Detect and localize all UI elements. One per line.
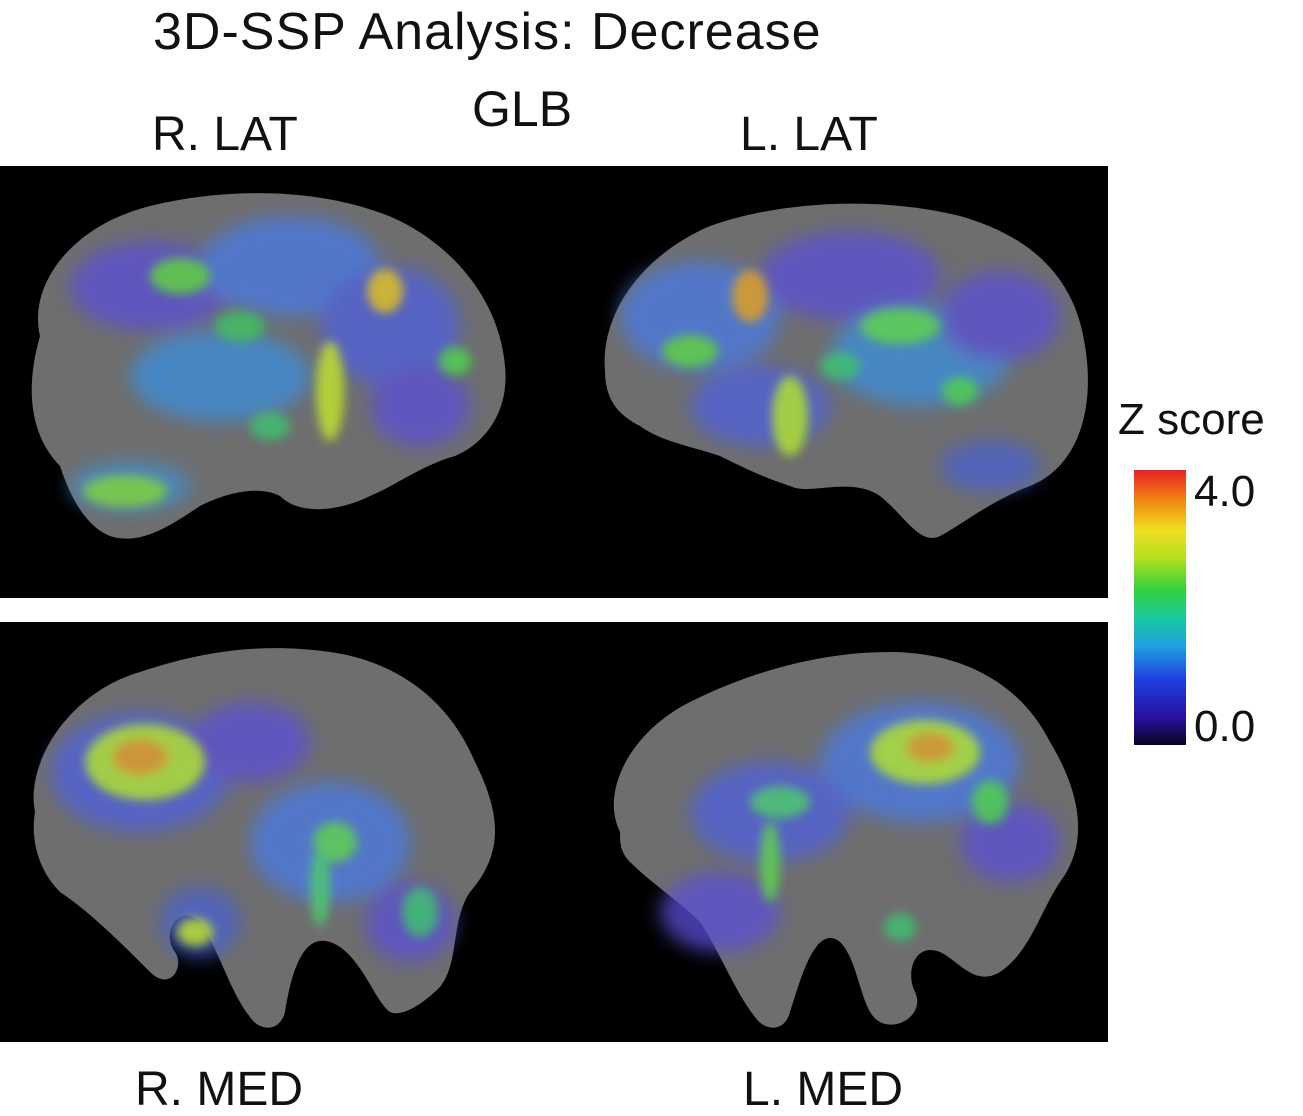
colorbar-min-label: 0.0 bbox=[1194, 702, 1256, 751]
colorbar-title: Z score bbox=[1118, 395, 1265, 444]
medial-views-panel bbox=[0, 622, 1108, 1042]
group-label: GLB bbox=[472, 81, 573, 137]
figure-title: 3D-SSP Analysis: Decrease bbox=[153, 3, 822, 61]
label-right-medial: R. MED bbox=[135, 1063, 303, 1116]
label-left-medial: L. MED bbox=[743, 1063, 904, 1116]
colorbar-gradient bbox=[1134, 470, 1186, 745]
brain-left-lateral bbox=[604, 203, 1088, 538]
lateral-views-panel bbox=[0, 166, 1108, 598]
brain-left-medial bbox=[613, 652, 1079, 1028]
label-right-lateral: R. LAT bbox=[152, 108, 298, 161]
colorbar-max-label: 4.0 bbox=[1194, 467, 1256, 516]
brain-right-medial bbox=[33, 648, 495, 1028]
label-left-lateral: L. LAT bbox=[740, 108, 878, 161]
brain-right-lateral bbox=[31, 193, 506, 539]
